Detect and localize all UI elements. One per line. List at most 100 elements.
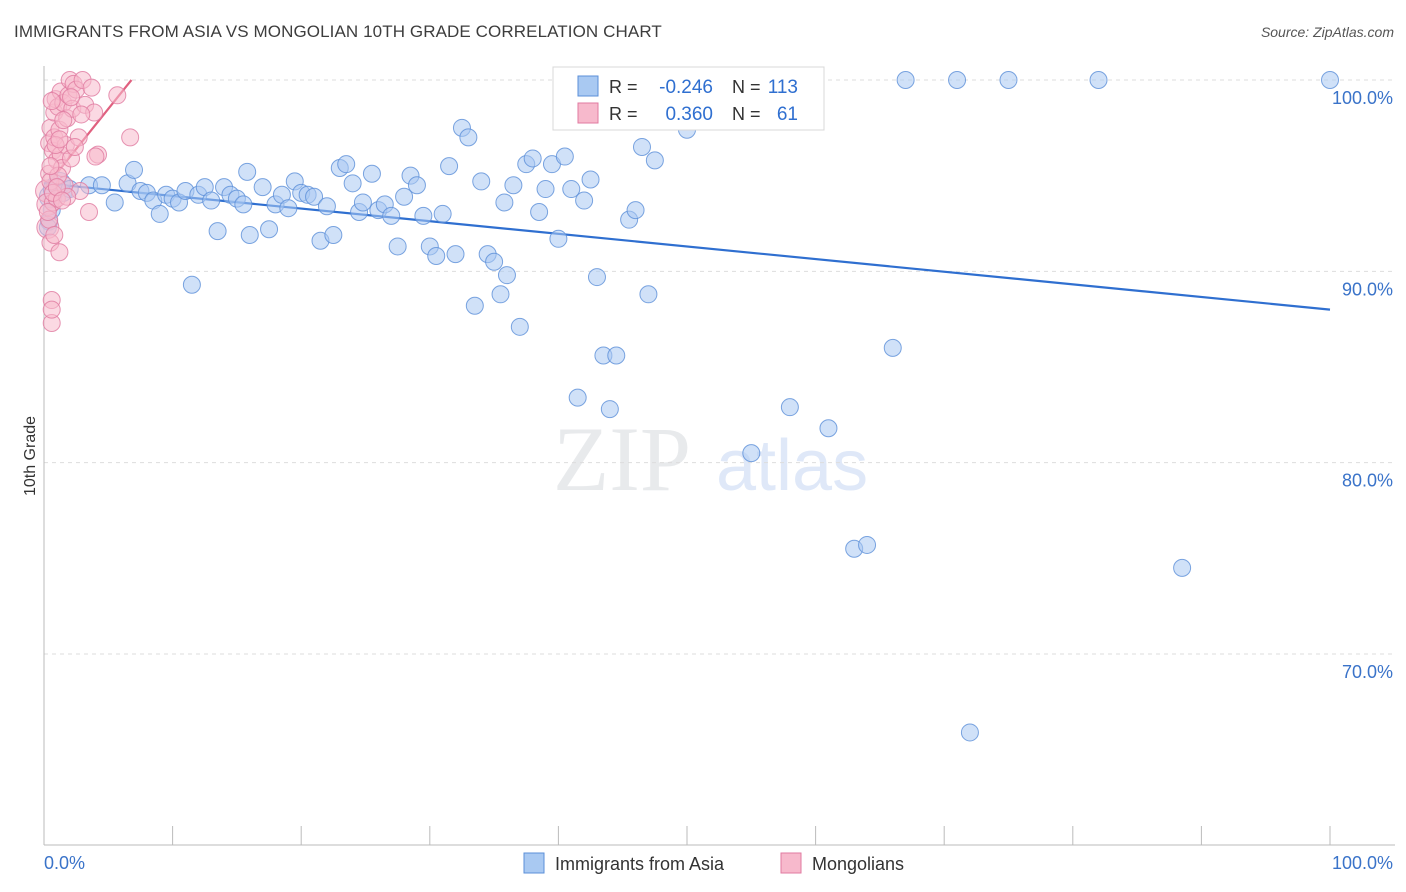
legend-label-mongolians: Mongolians [812,854,904,874]
stats-swatch-asia [577,75,599,97]
data-point [1321,71,1339,89]
series-mongolians [35,71,140,332]
x-tick-label: 0.0% [44,853,85,873]
data-point [50,130,69,149]
data-point [279,199,298,218]
legend-swatch-mongolians [780,852,802,874]
data-point [1173,558,1192,577]
y-tick-label: 100.0% [1332,88,1393,108]
data-point [459,128,478,147]
trend-line-asia [43,182,1331,311]
data-point [896,71,915,89]
data-point [465,296,484,315]
data-point [780,398,799,417]
data-point [362,164,381,183]
data-point [42,300,61,319]
data-point [305,187,324,206]
stats-r-label-mongolians: R = [609,104,638,124]
data-point [523,149,542,168]
data-point [324,225,343,244]
data-point [639,285,658,304]
data-point [600,400,619,419]
data-point [645,151,664,170]
data-point [121,128,140,147]
data-point [440,157,459,176]
stats-r-label-asia: R = [609,77,638,97]
x-tick-label: 100.0% [1332,853,1393,873]
stats-n-value-asia: 113 [768,77,798,98]
data-point [395,187,414,206]
legend-swatch-asia [523,852,545,874]
data-point [491,285,510,304]
data-point [343,174,362,193]
data-point [581,170,600,189]
data-point [414,206,433,225]
data-point [999,71,1018,89]
data-point [433,204,452,223]
data-point [65,137,84,156]
data-point [607,346,626,365]
data-point [555,147,574,166]
data-point [562,180,581,199]
data-point [1089,71,1108,89]
data-point [50,243,69,262]
series-legend: Immigrants from Asia Mongolians [523,852,904,874]
data-point [568,388,587,407]
data-point [41,157,60,176]
data-point [948,71,967,89]
y-axis-label: 10th Grade [22,416,39,496]
data-point [337,155,356,174]
data-point [485,252,504,271]
data-point [549,229,568,248]
stats-r-value-asia: -0.246 [659,77,713,98]
data-point [80,203,99,222]
data-point [45,225,64,244]
data-point [238,162,257,181]
data-point [495,193,514,212]
data-point [86,147,105,166]
y-tick-label: 80.0% [1342,471,1393,491]
data-point [382,206,401,225]
data-point [253,178,272,197]
data-point [54,111,73,130]
data-point [504,176,523,195]
data-point [427,247,446,266]
data-point [858,535,877,554]
data-point [626,201,645,220]
data-point [587,268,606,287]
data-point [260,220,279,239]
data-point [208,222,227,241]
watermark-atlas: atlas [716,426,868,506]
y-tick-label: 90.0% [1342,279,1393,299]
data-point [960,723,979,742]
data-point [82,78,101,97]
data-point [472,172,491,191]
stats-n-label-asia: N = [732,77,761,97]
x-tick-labels: 0.0% 100.0% [44,853,1393,873]
data-point [108,86,127,105]
data-point [819,419,838,438]
stats-n-label-mongolians: N = [732,104,761,124]
data-point [575,191,594,210]
data-point [92,176,111,195]
series-immigrants-from-asia [38,71,1339,742]
data-point [38,203,57,222]
data-point [883,338,902,357]
source-note: Source: ZipAtlas.com [1260,24,1394,40]
data-point [62,88,81,107]
data-point [388,237,407,256]
data-point [632,137,651,156]
data-point [240,225,259,244]
watermark-zip: ZIP [553,408,691,510]
data-point [317,197,336,216]
data-point [105,193,124,212]
stats-n-value-mongolians: 61 [777,104,798,125]
data-point [53,191,72,210]
y-tick-label: 70.0% [1342,662,1393,682]
stats-swatch-mongolians [577,102,599,124]
data-point [446,245,465,264]
stats-legend: R = -0.246 N = 113 R = 0.360 N = 61 [552,66,825,131]
data-point [125,160,144,179]
data-point [510,317,529,336]
